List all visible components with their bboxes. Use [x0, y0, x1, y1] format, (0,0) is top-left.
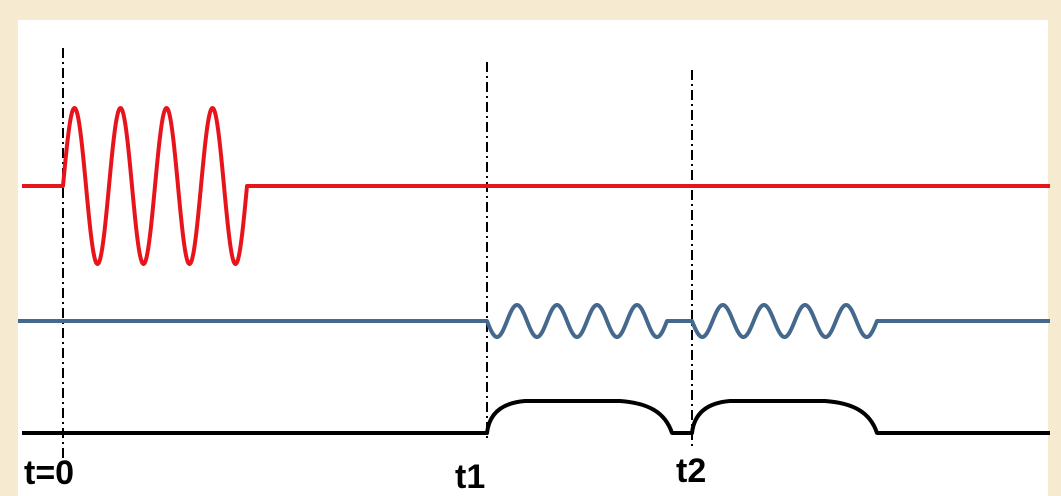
- t0-label: t=0: [24, 454, 74, 492]
- black-envelope-trace: [22, 399, 1050, 435]
- red-excitation-trace: [22, 106, 1050, 266]
- diagram-panel: [18, 20, 1048, 496]
- blue-response-trace: [18, 303, 1050, 339]
- t1-label: t1: [455, 458, 485, 496]
- t2-label: t2: [676, 452, 706, 490]
